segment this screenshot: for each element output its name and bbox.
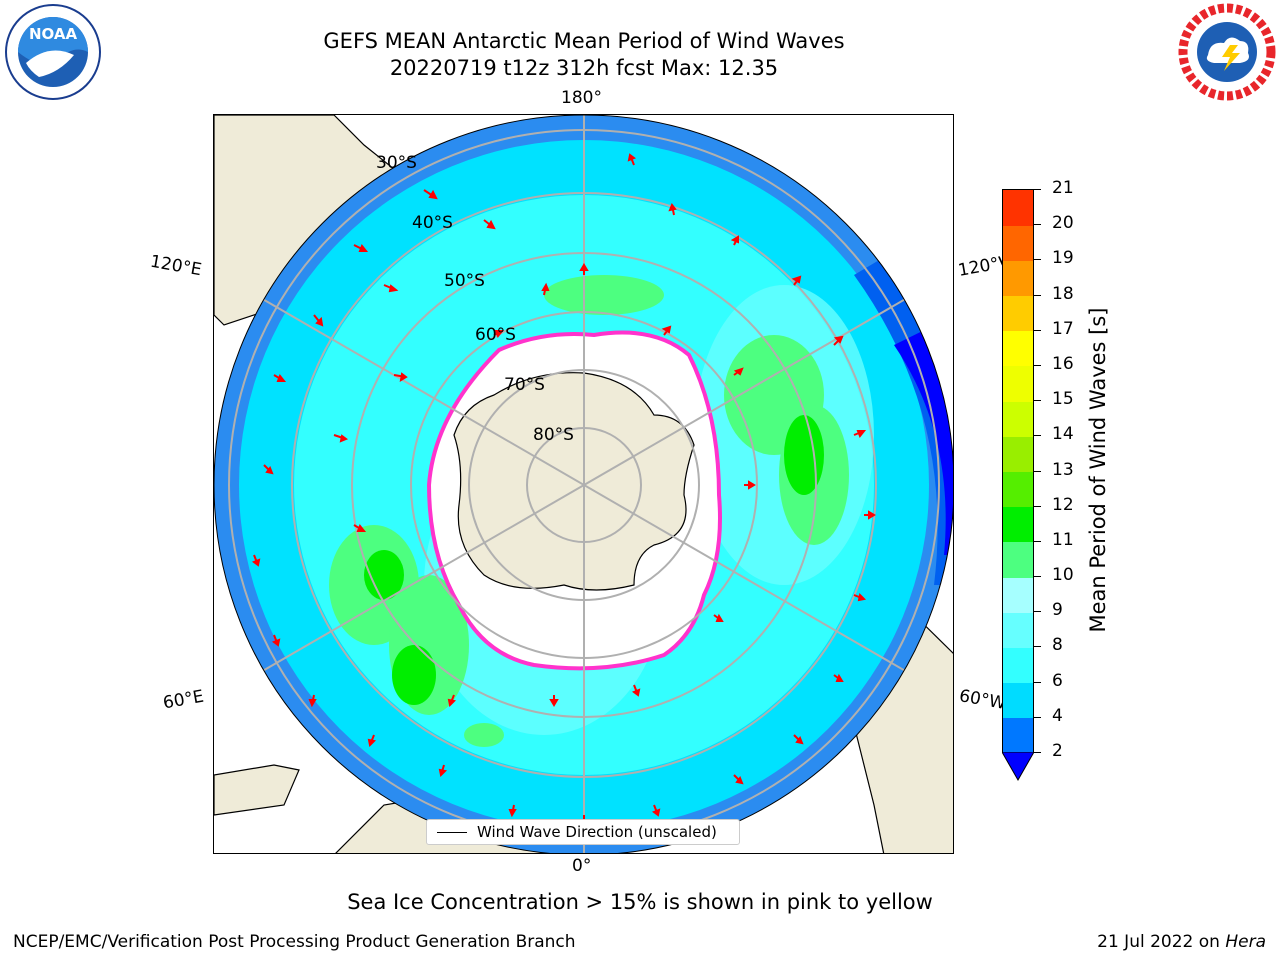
colorbar-tick-label: 6: [1052, 670, 1063, 691]
antarctica: [453, 372, 695, 591]
graticule: [214, 115, 953, 853]
map-subtitle: 20220719 t12z 312h fcst Max: 12.35: [389, 56, 779, 80]
legend-label: Wind Wave Direction (unscaled): [477, 823, 717, 841]
colorbar-segment: [1003, 612, 1033, 648]
colorbar-segment: [1003, 682, 1033, 719]
colorbar-tick-mark: [1034, 716, 1041, 718]
footer-host: Hera: [1225, 932, 1266, 952]
noaa-logo-text: NOAA: [29, 25, 78, 43]
footer-date-text: 21 Jul 2022 on: [1097, 932, 1226, 952]
lat-label-80s: 80°S: [533, 425, 574, 445]
colorbar-tick-mark: [1034, 189, 1041, 190]
lon-label-60w: 60°W: [957, 686, 1008, 714]
colorbar-tick-mark: [1034, 505, 1041, 507]
colorbar-segment: [1003, 190, 1033, 226]
colorbar-segment: [1003, 225, 1033, 261]
colorbar-segment: [1003, 506, 1033, 543]
colorbar-segment: [1003, 401, 1033, 437]
colorbar-tick-label: 14: [1052, 424, 1074, 445]
colorbar-tick-label: 17: [1052, 318, 1074, 339]
colorbar-tick-label: 12: [1052, 494, 1074, 515]
colorbar-tick-label: 8: [1052, 635, 1063, 656]
colorbar-tick-label: 21: [1052, 178, 1074, 198]
colorbar-segment: [1003, 330, 1033, 367]
colorbar-tick-mark: [1034, 646, 1041, 648]
lon-label-60e: 60°E: [161, 686, 206, 714]
footer-credit: NCEP/EMC/Verification Post Processing Pr…: [13, 932, 576, 952]
colorbar-tick-label: 4: [1052, 705, 1063, 726]
lon-label-0: 0°: [572, 856, 592, 876]
colorbar-tick-label: 13: [1052, 459, 1074, 480]
map-title: GEFS MEAN Antarctic Mean Period of Wind …: [323, 29, 845, 53]
colorbar-segment: [1003, 436, 1033, 472]
colorbar-tick-mark: [1034, 576, 1041, 578]
lat-label-70s: 70°S: [504, 375, 545, 395]
colorbar-tick-mark: [1034, 400, 1041, 402]
colorbar-tick-label: 20: [1052, 213, 1074, 234]
colorbar-under-arrow: [1001, 751, 1035, 786]
polar-map: 30°S 40°S 50°S 60°S 70°S 80°S: [213, 114, 954, 854]
colorbar-tick-mark: [1034, 294, 1041, 296]
colorbar-tick-mark: [1034, 435, 1041, 437]
colorbar-tick-mark: [1034, 611, 1041, 613]
colorbar-tick-mark: [1034, 329, 1041, 331]
lon-label-180: 180°: [561, 88, 602, 108]
colorbar-segment: [1003, 295, 1033, 332]
footer-date: 21 Jul 2022 on Hera: [1097, 932, 1266, 952]
colorbar-tick-label: 19: [1052, 248, 1074, 269]
lat-label-30s: 30°S: [376, 153, 417, 173]
lat-label-40s: 40°S: [412, 213, 453, 233]
colorbar-tick-mark: [1034, 259, 1041, 261]
colorbar: [1002, 189, 1034, 754]
colorbar-segment: [1003, 541, 1033, 578]
colorbar-tick-mark: [1034, 681, 1041, 683]
colorbar-tick-label: 9: [1052, 600, 1063, 621]
colorbar-segment: [1003, 717, 1033, 754]
colorbar-tick-label: 16: [1052, 353, 1074, 374]
map-legend: Wind Wave Direction (unscaled): [426, 819, 740, 845]
colorbar-tick-mark: [1034, 224, 1041, 226]
colorbar-tick-label: 2: [1052, 741, 1063, 761]
colorbar-tick-mark: [1034, 364, 1041, 366]
colorbar-tick-label: 15: [1052, 389, 1074, 410]
colorbar-tick-label: 11: [1052, 529, 1074, 550]
colorbar-segment: [1003, 365, 1033, 402]
colorbar-tick-label: 18: [1052, 283, 1074, 304]
colorbar-tick-mark: [1034, 540, 1041, 542]
colorbar-tick-label: 10: [1052, 565, 1074, 586]
colorbar-label: Mean Period of Wind Waves [s]: [1086, 307, 1110, 633]
lon-label-120e: 120°E: [148, 251, 204, 281]
colorbar-segment: [1003, 647, 1033, 684]
noaa-logo: NOAA: [4, 3, 102, 101]
sea-ice-caption: Sea Ice Concentration > 15% is shown in …: [347, 890, 933, 914]
lat-label-60s: 60°S: [475, 325, 516, 345]
legend-line-swatch: [437, 832, 467, 833]
lat-label-50s: 50°S: [444, 271, 485, 291]
nws-logo: [1178, 3, 1276, 101]
colorbar-tick-mark: [1034, 470, 1041, 472]
colorbar-segment: [1003, 471, 1033, 508]
colorbar-segment: [1003, 577, 1033, 613]
wind-arrows: [251, 153, 876, 827]
colorbar-tick-mark: [1034, 752, 1041, 753]
colorbar-segment: [1003, 260, 1033, 297]
